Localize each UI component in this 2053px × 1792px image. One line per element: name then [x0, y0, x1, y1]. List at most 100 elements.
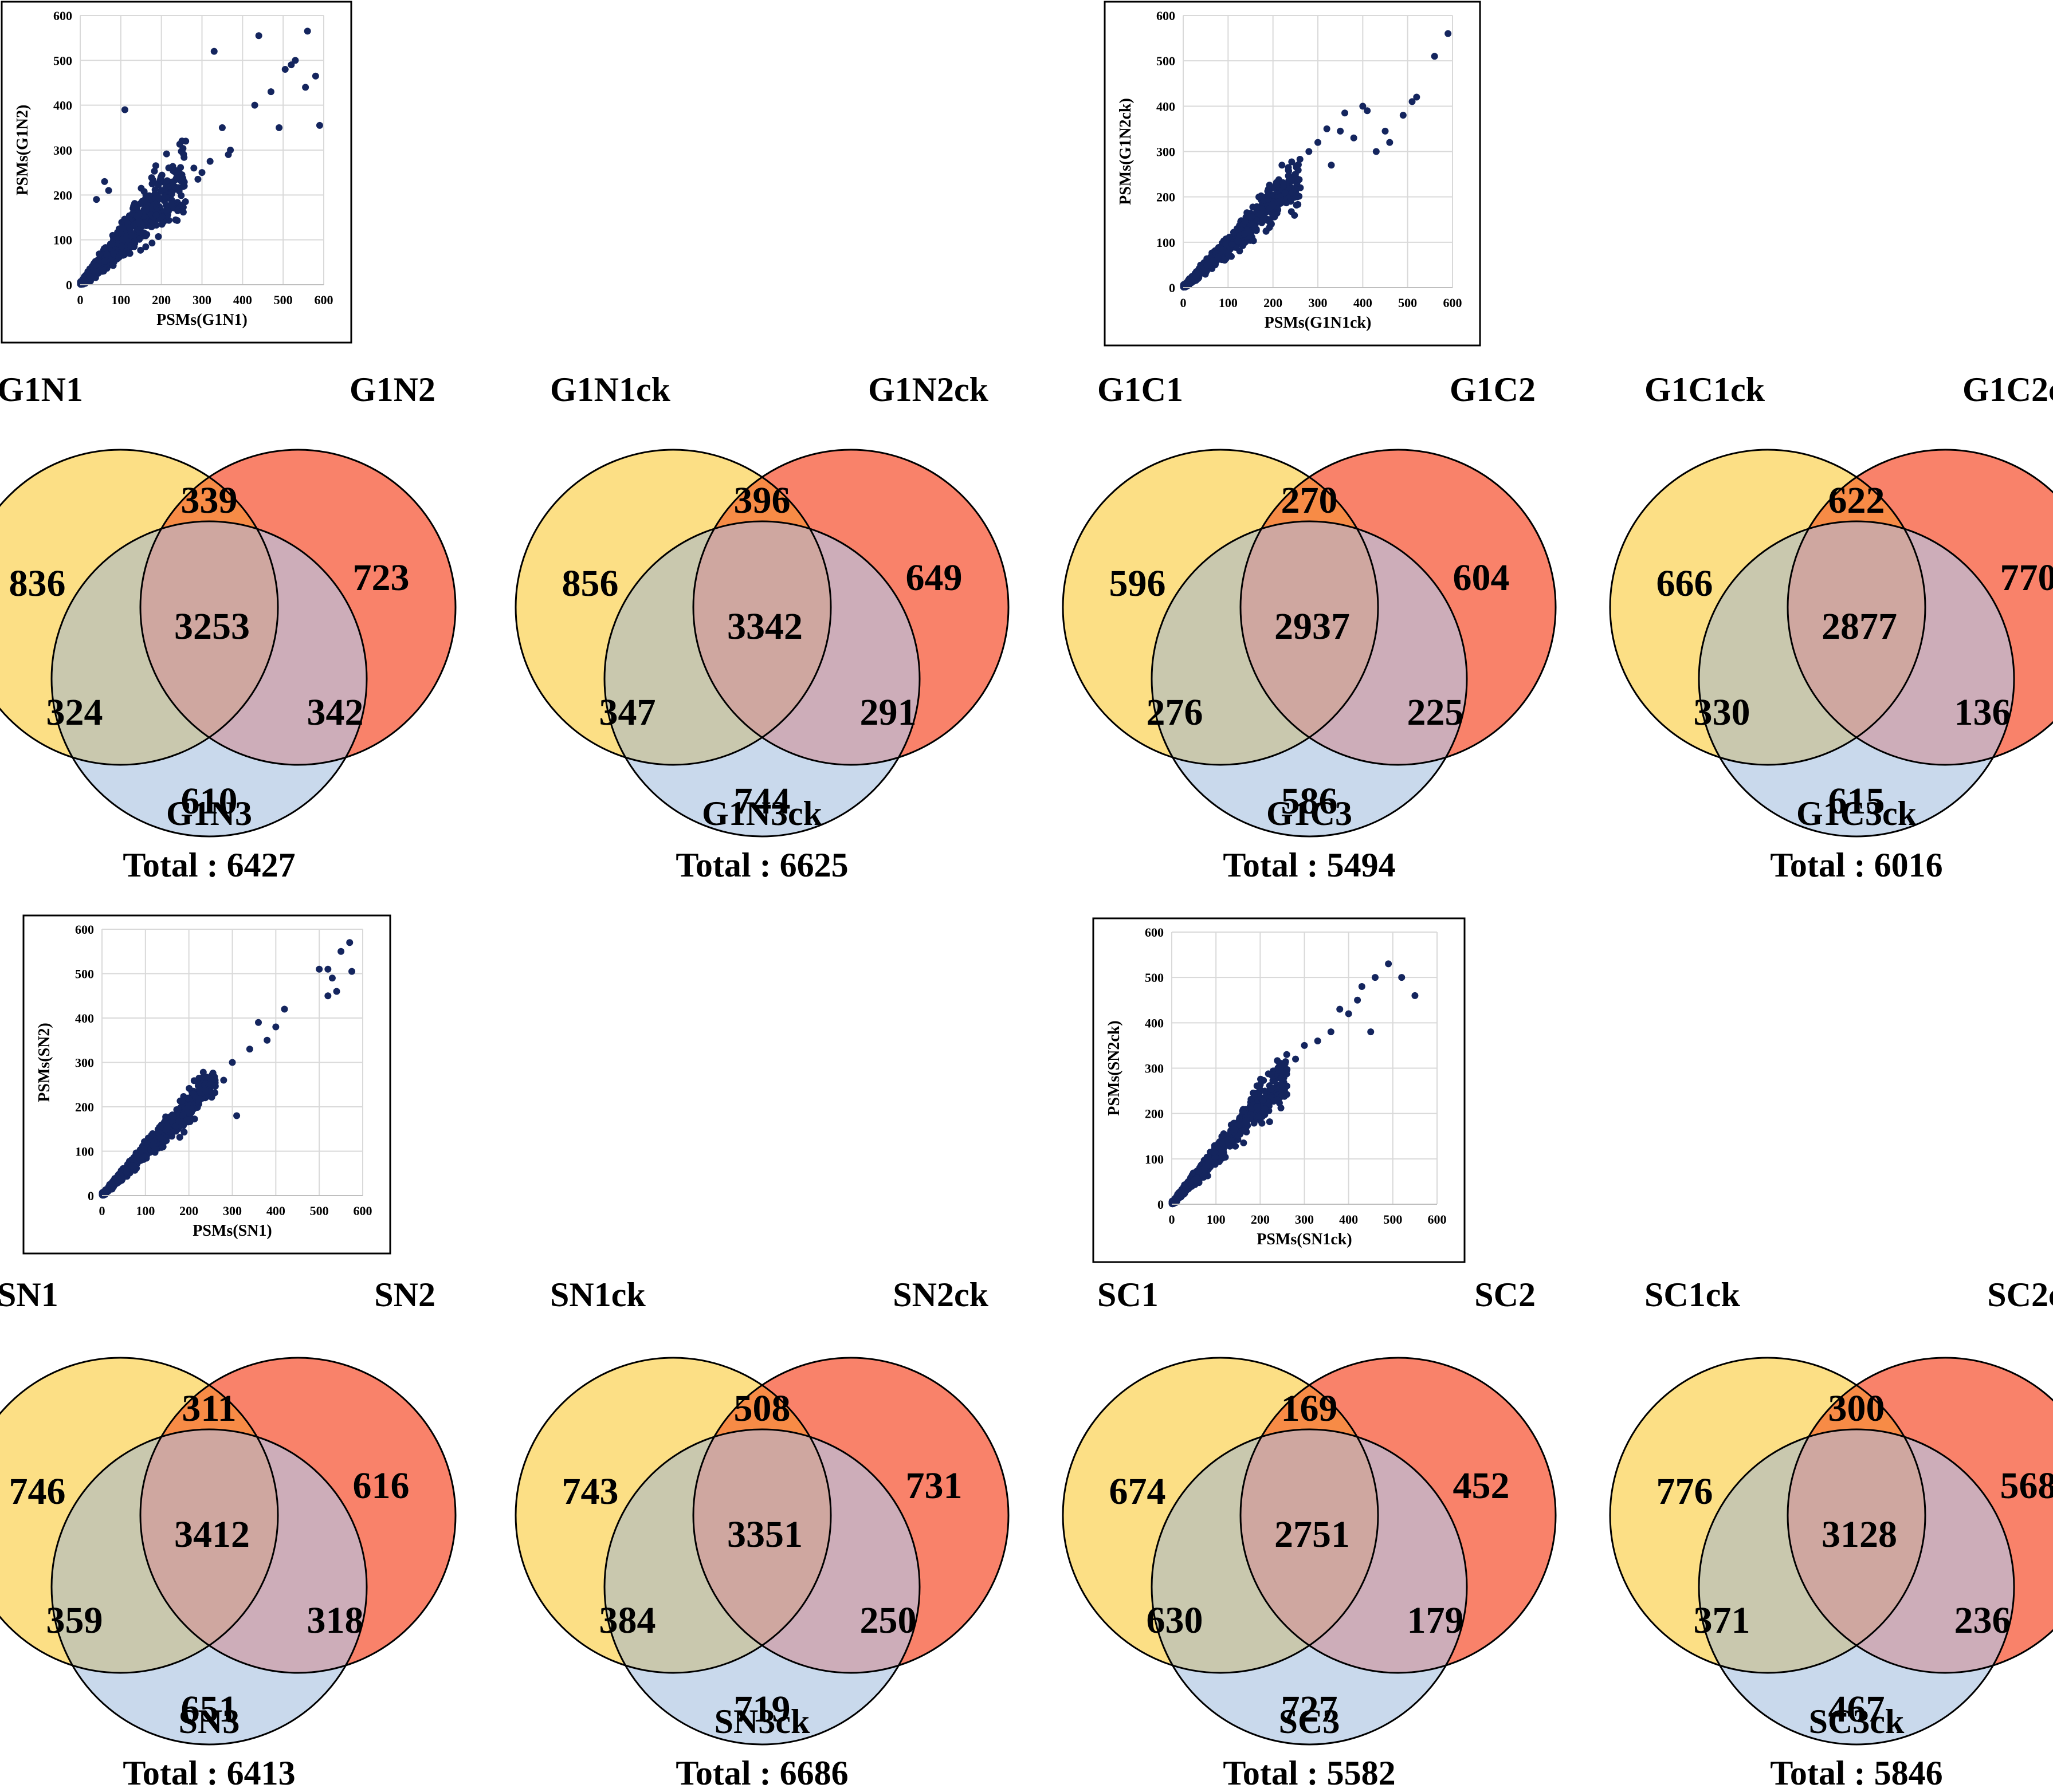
x-tick-label: 100	[136, 1204, 155, 1218]
data-point	[220, 1077, 227, 1084]
data-point	[208, 1094, 215, 1101]
data-point	[162, 194, 168, 201]
x-tick-label: 500	[1398, 296, 1417, 310]
x-tick-label: 100	[1219, 296, 1238, 310]
x-tick-label: 100	[1207, 1212, 1226, 1227]
data-point	[103, 1187, 109, 1194]
data-point	[190, 164, 197, 171]
data-point	[121, 107, 128, 113]
y-tick-label: 300	[1145, 1062, 1164, 1076]
data-point	[121, 216, 128, 223]
data-point	[163, 207, 170, 214]
data-point	[1292, 185, 1298, 192]
y-tick-label: 200	[75, 1100, 94, 1114]
data-point	[115, 1174, 121, 1181]
x-tick-label: 400	[1339, 1212, 1358, 1227]
data-point	[1192, 272, 1199, 279]
venn-total: Total : 6016	[1770, 846, 1942, 884]
y-tick-label: 300	[53, 143, 72, 158]
data-point	[1235, 238, 1242, 245]
data-point	[105, 187, 112, 194]
data-point	[1364, 107, 1371, 114]
data-point	[1278, 198, 1285, 205]
data-point	[1258, 192, 1265, 199]
data-point	[1385, 960, 1392, 967]
data-point	[101, 245, 108, 252]
data-point	[139, 198, 146, 205]
data-point	[96, 250, 103, 257]
data-point	[1266, 182, 1273, 188]
x-tick-label: 0	[1169, 1212, 1175, 1227]
venn-total: Total : 5494	[1223, 846, 1395, 884]
data-point	[1279, 179, 1286, 186]
data-point	[172, 1123, 179, 1130]
data-point	[1351, 135, 1357, 142]
scatter-chart: 0 100 200 300 400 500 6000100200300400500600PS…	[23, 915, 390, 1253]
data-point	[141, 1145, 148, 1152]
data-point	[195, 1082, 202, 1089]
data-point	[183, 1116, 190, 1123]
data-point	[1367, 1028, 1374, 1035]
venn-set-label-b: G1N2	[350, 371, 435, 408]
y-tick-label: 100	[1156, 235, 1175, 250]
y-tick-label: 400	[1145, 1016, 1164, 1030]
data-point	[126, 225, 133, 231]
data-point	[157, 176, 164, 183]
y-tick-label: 200	[1145, 1107, 1164, 1121]
x-tick-label: 300	[193, 293, 211, 307]
data-point	[233, 1113, 240, 1119]
x-tick-label: 500	[310, 1204, 329, 1218]
data-point	[1386, 139, 1393, 146]
y-axis-label: PSMs(SN2ck)	[1105, 1020, 1123, 1115]
venn-count-ac: 359	[46, 1600, 103, 1641]
y-tick-label: 400	[75, 1011, 94, 1025]
venn-set-label-b: G1C2ck	[1962, 371, 2053, 408]
x-tick-label: 0	[77, 293, 84, 307]
data-point	[170, 179, 176, 186]
data-point	[1314, 139, 1321, 146]
y-axis-label: PSMs(G1N2)	[14, 105, 32, 196]
venn-set-label-c: G1C3	[1266, 795, 1352, 832]
data-point	[172, 217, 179, 223]
x-tick-label: 0	[1180, 296, 1187, 310]
venn-count-ab: 311	[182, 1388, 236, 1429]
data-point	[1282, 189, 1289, 196]
venn-set-label-c: SN3	[179, 1703, 240, 1740]
venn-count-ac: 330	[1694, 691, 1750, 733]
x-tick-label: 400	[266, 1204, 285, 1218]
venn-total: Total : 6413	[123, 1754, 295, 1792]
data-point	[134, 204, 140, 211]
data-point	[93, 196, 100, 203]
venn-set-label-c: G1N3ck	[702, 795, 823, 832]
data-point	[1204, 262, 1211, 269]
x-tick-label: 400	[1353, 296, 1372, 310]
venn-count-ab: 270	[1281, 480, 1338, 521]
data-point	[148, 180, 155, 187]
data-point	[292, 57, 299, 64]
data-point	[246, 1046, 253, 1052]
data-point	[180, 1129, 187, 1135]
data-point	[281, 1006, 288, 1013]
x-tick-label: 600	[315, 293, 333, 307]
data-point	[1345, 1011, 1352, 1017]
data-point	[1431, 53, 1438, 60]
data-point	[316, 122, 323, 129]
data-point	[163, 151, 170, 158]
data-point	[186, 1110, 193, 1117]
scatter-chart: 0 100 200 300 400 500 6000100200300400500600PS…	[1093, 918, 1465, 1262]
data-point	[155, 1129, 162, 1135]
data-point	[153, 211, 160, 218]
data-point	[302, 84, 309, 91]
venn-count-ac: 276	[1147, 691, 1203, 733]
data-point	[157, 1134, 164, 1141]
data-point	[87, 273, 94, 280]
y-tick-label: 300	[1156, 145, 1175, 159]
data-point	[1273, 179, 1280, 186]
data-point	[202, 1087, 209, 1094]
data-point	[1291, 171, 1298, 178]
data-point	[148, 223, 155, 230]
data-point	[141, 1138, 148, 1145]
data-point	[150, 1142, 156, 1149]
data-point	[123, 1166, 130, 1173]
